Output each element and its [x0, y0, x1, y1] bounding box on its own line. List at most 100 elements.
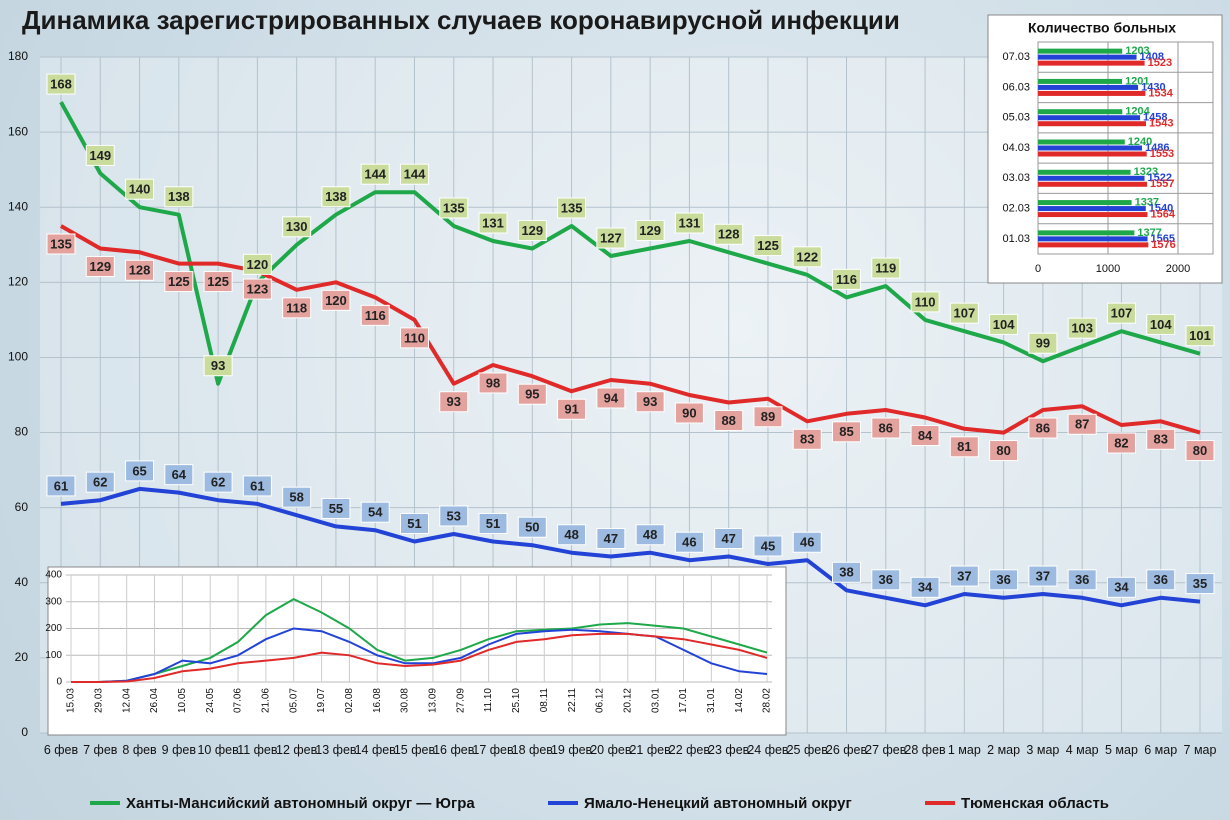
x-tick-label: 22.11: [567, 688, 578, 713]
value-label-box: [753, 235, 783, 257]
value-label: 1564: [1150, 208, 1175, 220]
value-label-box: [1146, 313, 1176, 335]
bar: [1038, 139, 1125, 145]
value-label-box: [557, 197, 587, 219]
bar: [1038, 151, 1147, 157]
value-label-box: [792, 531, 822, 553]
bar: [1038, 206, 1146, 212]
value-label-box: [85, 256, 115, 278]
value-label-box: [910, 576, 940, 598]
value-label-box: [596, 227, 626, 249]
bar: [1038, 60, 1145, 66]
value-label-box: [478, 512, 508, 534]
value-label: 122: [796, 249, 818, 264]
x-tick-label: 02.08: [344, 688, 355, 713]
legend-label: Тюменская область: [961, 795, 1109, 812]
value-label: 116: [836, 272, 857, 287]
inset-title: Количество больных: [1028, 20, 1176, 36]
value-label: 1565: [1151, 233, 1175, 245]
x-tick-label: 26.04: [149, 688, 160, 713]
value-label-box: [635, 220, 665, 242]
value-label: 35: [1193, 576, 1207, 591]
value-label-box: [596, 527, 626, 549]
y-tick-label: 200: [45, 623, 62, 634]
value-label: 83: [800, 432, 814, 447]
bar: [1038, 54, 1137, 60]
bar: [1038, 175, 1145, 181]
x-tick-label: 17 фев: [472, 743, 514, 757]
value-label: 107: [1111, 306, 1133, 321]
series-line: [71, 597, 768, 683]
x-tick-label: 06.12: [595, 688, 606, 713]
value-label: 46: [682, 535, 696, 550]
value-label: 129: [89, 259, 111, 274]
x-tick-label: 11.10: [483, 688, 494, 713]
x-tick-label: 13.09: [428, 688, 439, 713]
value-label: 37: [957, 568, 971, 583]
value-label-box: [439, 197, 469, 219]
value-label: 98: [486, 375, 500, 390]
value-label: 54: [368, 505, 383, 520]
value-label: 94: [604, 390, 619, 405]
value-label: 1203: [1125, 45, 1149, 57]
value-label-box: [399, 327, 429, 349]
value-label: 1522: [1148, 172, 1172, 184]
value-label: 51: [407, 516, 421, 531]
x-tick-label: 7 мар: [1183, 743, 1217, 757]
y-tick-label: 300: [45, 596, 62, 607]
value-label-box: [910, 291, 940, 313]
value-label: 80: [996, 443, 1010, 458]
value-label-box: [871, 257, 901, 279]
value-label: 131: [679, 215, 701, 230]
value-label-box: [1067, 317, 1097, 339]
x-tick-label: 10.05: [177, 688, 188, 713]
y-tick-label: 120: [8, 275, 28, 289]
x-tick-label: 6 мар: [1144, 743, 1178, 757]
value-label: 135: [443, 200, 465, 215]
value-label-box: [360, 501, 390, 523]
value-label-box: [517, 383, 547, 405]
value-label-box: [439, 391, 469, 413]
x-tick-label: 4 мар: [1065, 743, 1099, 757]
value-label: 128: [718, 227, 740, 242]
value-label: 1408: [1140, 51, 1164, 63]
value-label-box: [714, 527, 744, 549]
x-tick-label: 13 фев: [315, 743, 357, 757]
value-label-box: [1185, 440, 1215, 462]
value-label: 101: [1189, 328, 1211, 343]
x-tick-label: 14.02: [734, 688, 745, 713]
y-tick-label: 0: [56, 677, 62, 688]
value-label: 149: [89, 148, 111, 163]
y-tick-label: 100: [8, 350, 28, 364]
value-label: 118: [286, 300, 307, 315]
value-label-box: [714, 410, 744, 432]
value-label-box: [478, 372, 508, 394]
value-label-box: [164, 271, 194, 293]
value-label: 93: [643, 394, 657, 409]
value-label-box: [989, 440, 1019, 462]
x-tick-label: 19 фев: [550, 743, 593, 757]
value-label-box: [282, 297, 312, 319]
value-label-box: [1028, 565, 1058, 587]
value-label: 1240: [1128, 136, 1152, 148]
value-label-box: [85, 144, 115, 166]
value-label: 1557: [1150, 178, 1174, 190]
value-label-box: [871, 417, 901, 439]
x-tick-label: 16 фев: [433, 743, 475, 757]
x-tick-label: 22 фев: [668, 743, 711, 757]
value-label: 99: [1036, 336, 1050, 351]
value-label: 86: [1036, 420, 1050, 435]
value-label-box: [1106, 576, 1136, 598]
value-label: 1543: [1149, 118, 1173, 130]
value-label: 48: [643, 527, 657, 542]
value-label: 1523: [1148, 57, 1172, 69]
value-label: 89: [761, 409, 775, 424]
value-label: 46: [800, 535, 814, 550]
value-label: 1337: [1135, 196, 1159, 208]
value-label: 1534: [1148, 87, 1173, 99]
value-label: 129: [521, 223, 543, 238]
value-label-box: [1106, 302, 1136, 324]
value-label: 87: [1075, 417, 1089, 432]
value-label-box: [753, 406, 783, 428]
